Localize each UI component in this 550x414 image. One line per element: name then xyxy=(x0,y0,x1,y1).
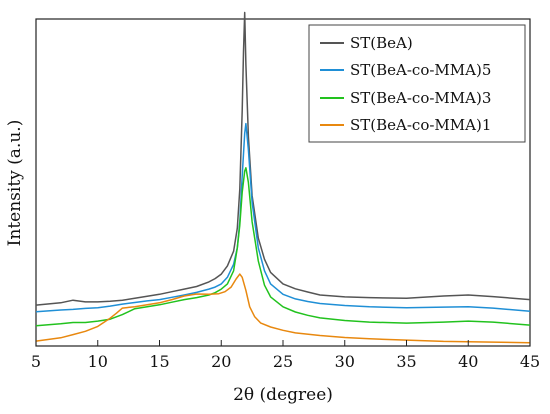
series-layer xyxy=(35,11,531,344)
x-tick-label: 20 xyxy=(211,352,231,371)
series-line-3 xyxy=(35,273,531,344)
x-tick-label: 35 xyxy=(396,352,416,371)
x-tick-label: 30 xyxy=(335,352,355,371)
x-tick-label: 25 xyxy=(273,352,293,371)
x-tick-label: 15 xyxy=(149,352,169,371)
x-tick-label: 5 xyxy=(31,352,41,371)
x-axis-title: 2θ (degree) xyxy=(233,385,333,405)
legend-label: ST(BeA-co-MMA)3 xyxy=(350,89,491,107)
x-tick-label: 40 xyxy=(458,352,478,371)
legend-box xyxy=(308,24,526,143)
series-line-0 xyxy=(35,11,531,306)
legend-label: ST(BeA) xyxy=(350,34,413,52)
legend-item: ST(BeA-co-MMA)1 xyxy=(320,116,491,134)
legend-label: ST(BeA-co-MMA)5 xyxy=(350,61,491,79)
legend-item: ST(BeA-co-MMA)3 xyxy=(320,89,491,107)
legend: ST(BeA) ST(BeA-co-MMA)5 ST(BeA-co-MMA)3 … xyxy=(308,24,526,143)
legend-item: ST(BeA-co-MMA)5 xyxy=(320,61,491,79)
legend-label: ST(BeA-co-MMA)1 xyxy=(350,116,491,134)
x-tick-label: 45 xyxy=(520,352,540,371)
series-line-2 xyxy=(35,167,531,327)
legend-item: ST(BeA) xyxy=(320,34,413,52)
x-axis-ticks: 5 10 15 20 25 30 35 40 45 xyxy=(31,340,540,371)
x-tick-label: 10 xyxy=(88,352,108,371)
y-axis-title: Intensity (a.u.) xyxy=(5,120,25,247)
